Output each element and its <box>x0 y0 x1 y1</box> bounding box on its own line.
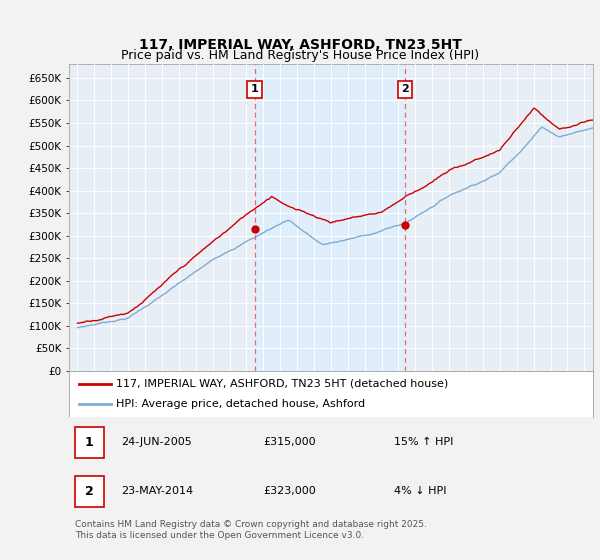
Text: 1: 1 <box>251 84 259 94</box>
Text: 15% ↑ HPI: 15% ↑ HPI <box>394 437 453 447</box>
Text: 117, IMPERIAL WAY, ASHFORD, TN23 5HT: 117, IMPERIAL WAY, ASHFORD, TN23 5HT <box>139 38 461 52</box>
Text: Price paid vs. HM Land Registry's House Price Index (HPI): Price paid vs. HM Land Registry's House … <box>121 49 479 62</box>
Text: 23-MAY-2014: 23-MAY-2014 <box>121 486 194 496</box>
Text: Contains HM Land Registry data © Crown copyright and database right 2025.
This d: Contains HM Land Registry data © Crown c… <box>75 520 427 540</box>
Text: £323,000: £323,000 <box>263 486 316 496</box>
Bar <box>254 64 405 371</box>
FancyBboxPatch shape <box>75 427 104 458</box>
Text: HPI: Average price, detached house, Ashford: HPI: Average price, detached house, Ashf… <box>116 399 365 409</box>
Text: 24-JUN-2005: 24-JUN-2005 <box>121 437 192 447</box>
Text: 117, IMPERIAL WAY, ASHFORD, TN23 5HT (detached house): 117, IMPERIAL WAY, ASHFORD, TN23 5HT (de… <box>116 379 448 389</box>
Text: 4% ↓ HPI: 4% ↓ HPI <box>394 486 446 496</box>
Text: £315,000: £315,000 <box>263 437 316 447</box>
FancyBboxPatch shape <box>75 475 104 507</box>
Text: 1: 1 <box>85 436 94 449</box>
Text: 2: 2 <box>85 485 94 498</box>
Text: 2: 2 <box>401 84 409 94</box>
